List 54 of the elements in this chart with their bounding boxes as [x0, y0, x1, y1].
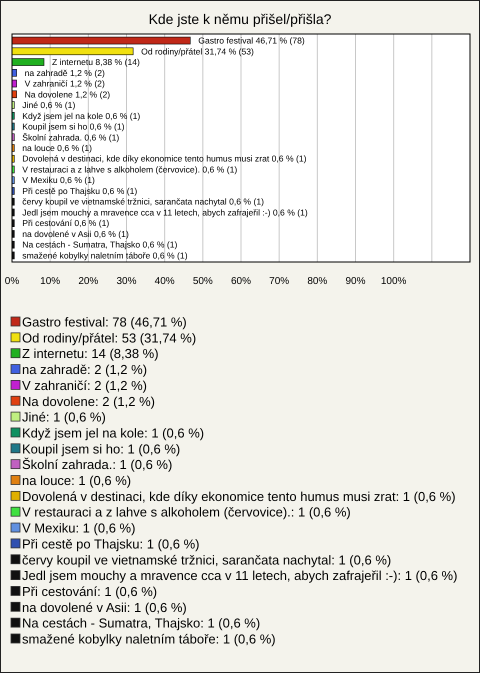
- category-label: Dovolená v destinaci, kde díky ekonomice tento humus musi zrat 0,6 % (1): [22, 154, 307, 164]
- text: na louce: 1 (0,6 %): [22, 473, 132, 488]
- category-label: V restauraci a z lahve s alkoholem (červovice). 0,6 % (1): [22, 164, 238, 174]
- category-label: na louce 0,6 % (1): [22, 143, 92, 153]
- text: Na dovolene: 2 (1,2 %): [22, 394, 155, 409]
- x-tick-label: 10%: [40, 276, 60, 287]
- text: Když jsem jel na kole: 1 (0,6 %): [22, 425, 204, 440]
- category-label: Gastro festival 46,71 % (78): [198, 36, 305, 46]
- category-label: smažené kobylky naletním táboře 0,6 % (1): [22, 250, 188, 260]
- text: Na cestách - Sumatra, Thajsko: 1 (0,6 %): [22, 616, 260, 631]
- text: Školní zahrada.: 1 (0,6 %): [22, 457, 172, 472]
- category-label: na dovolené v Asii 0,6 % (1): [22, 228, 129, 239]
- x-tick-label: 20%: [78, 276, 98, 287]
- text: smažené kobylky naletním táboře: 1 (0,6 %): [22, 632, 276, 646]
- text: Koupil jsem si ho: 1 (0,6 %): [22, 441, 180, 456]
- text: V Mexiku: 1 (0,6 %): [22, 520, 136, 536]
- x-tick-label: 100%: [380, 276, 407, 287]
- text: na dovolené v Asii: 1 (0,6 %): [22, 600, 187, 615]
- x-tick-label: 80%: [307, 276, 328, 287]
- x-tick-label: 70%: [269, 276, 290, 287]
- category-label: Školní zahrada. 0,6 % (1): [22, 132, 120, 142]
- text: Při cestování: 1 (0,6 %): [22, 584, 158, 599]
- category-label: Z internetu 8,38 % (14): [52, 57, 140, 68]
- category-label: Koupil jsem si ho 0,6 % (1): [22, 122, 125, 132]
- category-label: V zahraničí 1,2 % (2): [24, 78, 105, 89]
- x-tick-label: 50%: [192, 276, 213, 287]
- text: Dovolená v destinaci, kde díky ekonomice tento humus musi zrat: 1 (0,6 %): [22, 488, 456, 504]
- text: Od rodiny/přátel: 53 (31,74 %): [22, 330, 196, 346]
- x-tick-label: 30%: [116, 276, 137, 287]
- x-tick-label: 0%: [4, 276, 20, 287]
- text: červy koupil ve vietnamské tržnici, sarančata nachytal: 1 (0,6 %): [22, 552, 392, 568]
- x-tick-label: 60%: [230, 276, 252, 287]
- category-label: Na cestách - Sumatra, Thajsko 0,6 % (1): [22, 240, 178, 250]
- text: Gastro festival: 78 (46,71 %): [22, 314, 187, 330]
- category-label: Při cestování 0,6 % (1): [22, 218, 110, 228]
- category-label: Na dovolene 1,2 % (2): [24, 89, 110, 100]
- category-label: Od rodiny/přátel 31,74 % (53): [141, 46, 254, 56]
- text: Jedl jsem mouchy a mravence cca v 11 letech, abych zafrajeřil :-): 1 (0,6 %): [22, 568, 458, 584]
- category-label: Jiné 0,6 % (1): [22, 100, 76, 110]
- text: Jiné: 1 (0,6 %): [22, 410, 106, 425]
- text: V restauraci a z lahve s alkoholem (červovice).: 1 (0,6 %): [22, 504, 351, 520]
- text: Z internetu: 14 (8,38 %): [22, 346, 159, 362]
- text: Při cestě po Thajsku: 1 (0,6 %): [22, 536, 200, 552]
- category-label: červy koupil ve vietnamské tržnici, sarančata nachytal 0,6 % (1): [22, 196, 264, 207]
- category-label: Jedl jsem mouchy a mravence cca v 11 letech, abych zafrajeřil :-) 0,6 % (1): [22, 207, 308, 218]
- category-label: na zahradě 1,2 % (2): [24, 68, 105, 78]
- category-label: Při cestě po Thajsku 0,6 % (1): [22, 186, 138, 196]
- category-label: Když jsem jel na kole 0,6 % (1): [22, 110, 140, 121]
- text: na zahradě: 2 (1,2 %): [22, 362, 148, 378]
- x-tick-label: 90%: [345, 276, 366, 287]
- category-label: V Mexiku 0,6 % (1): [22, 175, 95, 186]
- chart-title: Kde jste k němu přišel/přišla?: [148, 11, 332, 27]
- x-tick-label: 40%: [154, 276, 175, 287]
- text: V zahraničí: 2 (1,2 %): [22, 378, 147, 393]
